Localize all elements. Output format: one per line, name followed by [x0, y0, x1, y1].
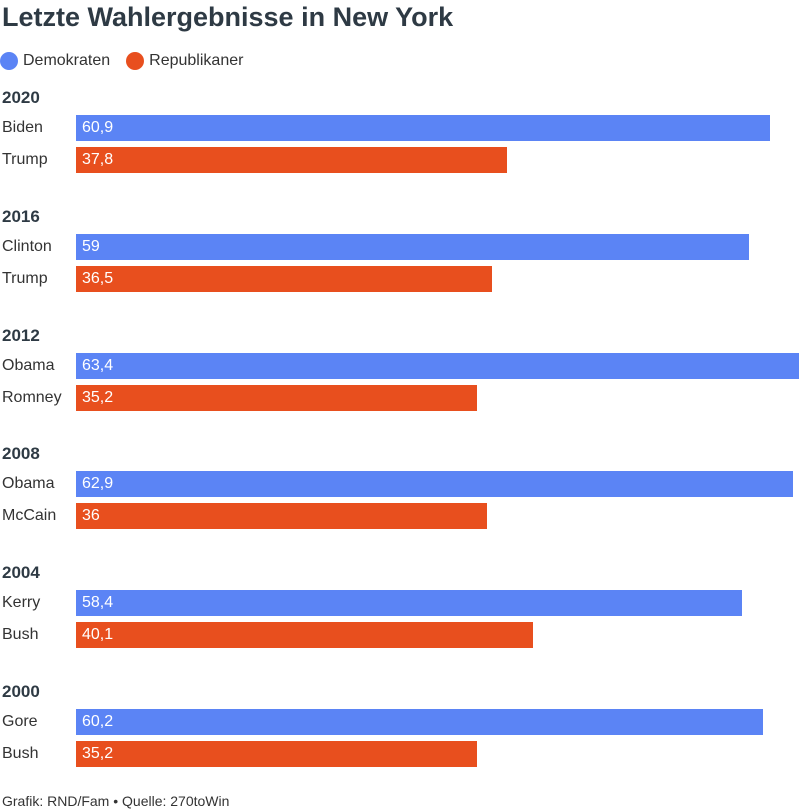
bar-value-label-biden-2020: 60,9: [82, 119, 114, 136]
candidate-label-bush-2004: Bush: [2, 626, 39, 644]
bar-value-label-obama-2012: 63,4: [82, 356, 114, 374]
year-label-2000: 2000: [2, 682, 40, 701]
bar-bush-2000: 35,2: [76, 741, 477, 767]
bar-romney-2012: 35,2: [76, 384, 477, 411]
bar-value-label-bush-2000: 35,2: [82, 745, 114, 762]
bar-value-label-gore-2000: 60,2: [82, 713, 114, 730]
candidate-label-obama-2012: Obama: [2, 356, 55, 374]
candidate-label-romney-2012: Romney: [2, 388, 62, 406]
bar-clinton-2016: 59: [76, 233, 749, 260]
candidate-label-trump-2016: Trump: [2, 269, 48, 287]
bar-trump-2016: 36,5: [76, 265, 492, 292]
legend: Demokraten Republikaner: [0, 51, 259, 71]
year-label-2004: 2004: [2, 563, 40, 583]
year-label-2016: 2016: [2, 206, 40, 226]
bar-value-label-obama-2008: 62,9: [82, 475, 114, 493]
bar-trump-2020: 37,8: [76, 147, 507, 173]
legend-label-demokraten: Demokraten: [23, 52, 111, 69]
bar-biden-2020: 60,9: [76, 115, 770, 141]
bar-value-label-clinton-2016: 59: [82, 237, 100, 255]
legend-dot-demokraten: [0, 52, 18, 70]
bar-obama-2012: 63,4: [76, 352, 799, 379]
year-label-2020: 2020: [2, 88, 40, 107]
bar-mccain-2008: 36: [76, 503, 487, 530]
candidate-label-gore-2000: Gore: [2, 713, 38, 730]
year-label-2008: 2008: [2, 444, 40, 464]
candidate-label-mccain-2008: McCain: [2, 507, 57, 525]
bar-value-label-romney-2012: 35,2: [82, 388, 114, 406]
legend-dot-republikaner: [126, 52, 145, 70]
candidate-label-trump-2020: Trump: [2, 151, 48, 168]
chart-title: Letzte Wahlergebnisse in New York: [2, 2, 454, 32]
year-label-2012: 2012: [2, 325, 40, 345]
candidate-label-biden-2020: Biden: [2, 119, 43, 136]
candidate-label-kerry-2004: Kerry: [2, 594, 41, 612]
bar-kerry-2004: 58,4: [76, 590, 742, 617]
candidate-label-obama-2008: Obama: [2, 475, 55, 493]
bar-value-label-trump-2020: 37,8: [82, 151, 114, 168]
bar-gore-2000: 60,2: [76, 709, 763, 735]
legend-item-republikaner: Republikaner: [126, 52, 243, 70]
bar-value-label-bush-2004: 40,1: [82, 626, 114, 644]
bar-value-label-trump-2016: 36,5: [82, 269, 114, 287]
legend-item-demokraten: Demokraten: [0, 52, 110, 70]
bar-bush-2004: 40,1: [76, 622, 533, 649]
candidate-label-bush-2000: Bush: [2, 745, 39, 762]
chart-footer: Grafik: RND/Fam • Quelle: 270toWin: [2, 793, 230, 809]
bar-value-label-kerry-2004: 58,4: [82, 594, 114, 612]
bar-value-label-mccain-2008: 36: [82, 507, 100, 525]
bar-obama-2008: 62,9: [76, 471, 793, 498]
legend-label-republikaner: Republikaner: [149, 52, 244, 69]
candidate-label-clinton-2016: Clinton: [2, 237, 52, 255]
